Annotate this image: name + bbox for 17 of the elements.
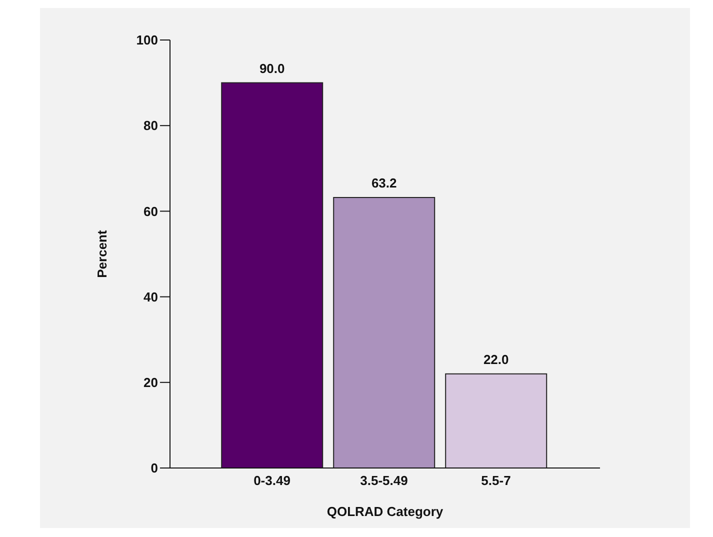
y-tick-label: 0 <box>150 460 158 476</box>
y-tick-label: 80 <box>144 118 158 134</box>
data-label: 90.0 <box>259 60 285 76</box>
x-axis-title: QOLRAD Category <box>326 504 444 519</box>
data-label: 22.0 <box>483 352 509 367</box>
data-label: 63.2 <box>371 176 397 191</box>
x-tick-label: 3.5-5.49 <box>360 473 408 488</box>
bar <box>221 82 324 468</box>
y-tick-label: 100 <box>136 32 158 48</box>
y-tick-label: 20 <box>144 375 158 390</box>
y-axis-title: Percent <box>94 229 110 278</box>
bar <box>445 373 548 468</box>
x-tick-label: 5.5-7 <box>481 473 511 488</box>
x-tick-label: 0-3.49 <box>254 473 290 488</box>
bar <box>333 197 436 468</box>
y-tick-label: 60 <box>144 204 158 219</box>
y-tick-label: 40 <box>144 289 158 304</box>
